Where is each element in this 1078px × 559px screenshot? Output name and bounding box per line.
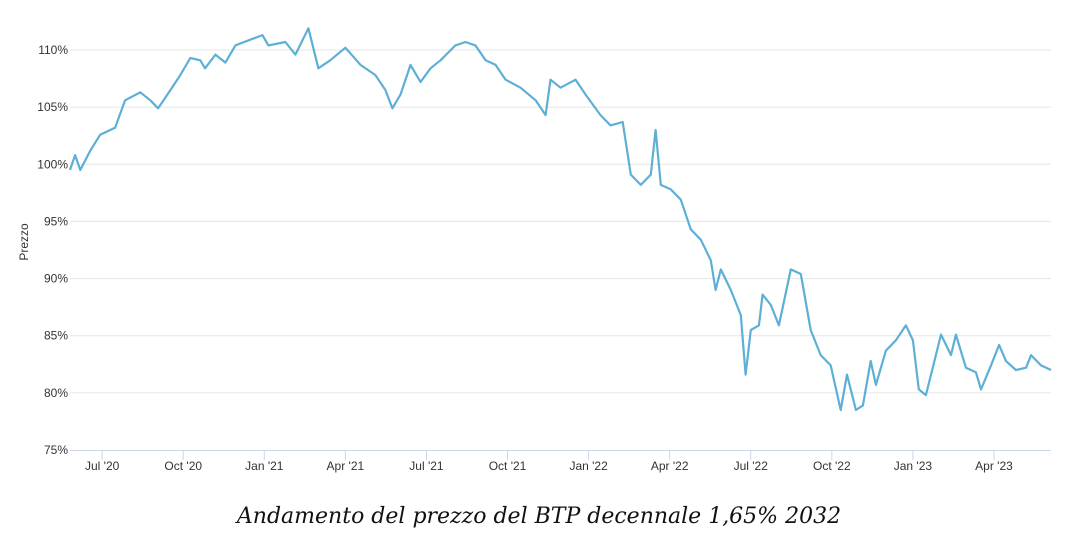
y-tick-label: 100% [37, 157, 68, 171]
y-axis: 110% 105% 100% 95% 90% 85% 80% 75% [37, 43, 68, 457]
y-tick-label: 95% [44, 214, 68, 228]
x-tick-label: Jul '22 [734, 459, 769, 473]
x-tick-label: Apr '21 [327, 459, 365, 473]
x-tick-label: Jan '22 [569, 459, 608, 473]
chart-caption: Andamento del prezzo del BTP decennale 1… [236, 504, 842, 529]
y-tick-label: 85% [44, 329, 68, 343]
y-tick-label: 80% [44, 386, 68, 400]
x-axis: Jul '20 Oct '20 Jan '21 Apr '21 Jul '21 Oct '… [70, 450, 1051, 473]
x-tick-label: Jan '23 [894, 459, 933, 473]
x-tick-label: Jan '21 [245, 459, 284, 473]
series-layer [68, 27, 1052, 412]
x-tick-label: Jul '20 [85, 459, 120, 473]
y-tick-label: 105% [37, 100, 68, 114]
x-tick-label: Apr '22 [651, 459, 689, 473]
x-tick-label: Oct '22 [813, 459, 851, 473]
y-axis-title: Prezzo [17, 223, 31, 261]
x-tick-label: Oct '21 [489, 459, 527, 473]
y-tick-label: 75% [44, 443, 68, 457]
price-line [68, 27, 1052, 412]
x-tick-label: Apr '23 [975, 459, 1013, 473]
x-tick-label: Jul '21 [409, 459, 444, 473]
gridlines [70, 49, 1051, 394]
y-tick-label: 90% [44, 272, 68, 286]
x-tick-label: Oct '20 [164, 459, 202, 473]
y-tick-label: 110% [38, 43, 68, 57]
price-chart: 110% 105% 100% 95% 90% 85% 80% 75% Jul '20 Oct '… [17, 27, 1052, 473]
